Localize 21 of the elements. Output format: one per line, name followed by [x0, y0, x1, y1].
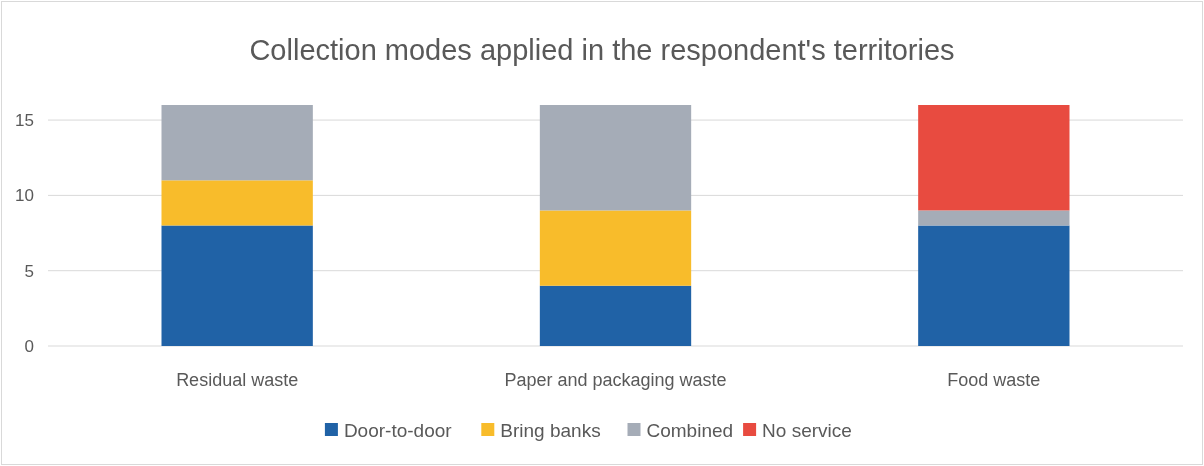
- bar: [918, 105, 1070, 211]
- x-tick-label: Residual waste: [176, 370, 299, 390]
- y-tick-label: 5: [24, 261, 34, 281]
- y-tick-label: 10: [15, 186, 34, 206]
- chart-title: Collection modes applied in the respondent's territories: [249, 34, 955, 66]
- bar: [539, 105, 692, 211]
- legend-label: Bring banks: [500, 419, 601, 441]
- bar: [918, 210, 1070, 226]
- legend-label: No service: [762, 419, 852, 441]
- bar: [539, 210, 692, 286]
- legend-label: Door-to-door: [343, 419, 453, 441]
- bar: [161, 225, 313, 346]
- bar: [161, 105, 313, 181]
- bar: [161, 180, 313, 226]
- legend-label: Combined: [646, 419, 734, 441]
- bar: [539, 285, 692, 346]
- x-tick-label: Food waste: [947, 370, 1041, 390]
- x-tick-label: Paper and packaging waste: [504, 370, 727, 390]
- bar: [918, 225, 1070, 346]
- y-tick-label: 0: [24, 336, 34, 356]
- y-tick-label: 15: [15, 111, 34, 131]
